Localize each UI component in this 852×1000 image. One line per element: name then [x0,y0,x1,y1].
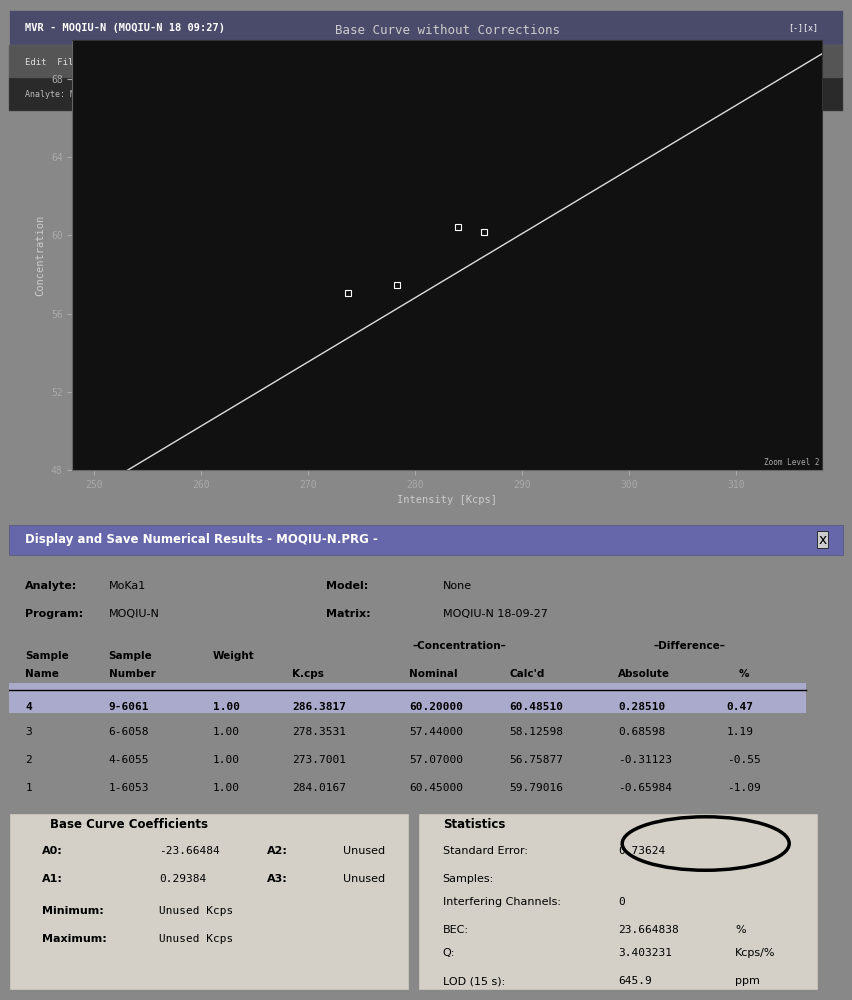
Text: 273.7001: 273.7001 [292,755,347,765]
Text: 1.00: 1.00 [213,755,240,765]
Text: Analyte:: Analyte: [26,581,78,591]
Text: A0:: A0: [42,846,63,856]
Text: Analyte: MoKa1  LOD (15 s): 645.9 ppm  BEC: 23.665 %  Q: 3.403 Kcps/%  SEE: 0.73: Analyte: MoKa1 LOD (15 s): 645.9 ppm BEC… [26,90,435,99]
Text: 242.108 Kcps
50.1607 %: 242.108 Kcps 50.1607 % [694,76,753,95]
Title: Base Curve without Corrections: Base Curve without Corrections [335,24,560,37]
Text: Matrix:: Matrix: [325,609,371,619]
Text: MoKa1: MoKa1 [109,581,146,591]
Text: Calc'd: Calc'd [509,669,545,679]
Text: 60.45000: 60.45000 [409,783,463,793]
Text: 59.79016: 59.79016 [509,783,563,793]
Text: MVR - MOQIU-N (MOQIU-N 18 09:27): MVR - MOQIU-N (MOQIU-N 18 09:27) [26,23,225,33]
Text: Nominal: Nominal [409,669,458,679]
Text: Sample: Sample [26,651,69,661]
Text: None: None [443,581,472,591]
Text: 56.75877: 56.75877 [509,755,563,765]
Text: 2: 2 [26,755,32,765]
FancyBboxPatch shape [9,525,843,555]
Text: Edit  File  Edit  Compute  Results  Print  Options: Edit File Edit Compute Results Print Opt… [26,58,294,67]
Text: %: % [740,669,750,679]
Text: A1:: A1: [42,874,63,884]
Text: Program:: Program: [26,609,83,619]
Text: Display and Save Numerical Results - MOQIU-N.PRG -: Display and Save Numerical Results - MOQ… [26,533,378,546]
FancyBboxPatch shape [9,683,806,713]
Text: 3.403231: 3.403231 [618,948,672,958]
Text: Unused Kcps: Unused Kcps [158,906,233,916]
Text: A3:: A3: [268,874,288,884]
Text: 1.19: 1.19 [727,727,753,737]
X-axis label: Intensity [Kcps]: Intensity [Kcps] [397,495,498,505]
Text: Zoom Level 2: Zoom Level 2 [764,458,820,467]
Text: Maximum:: Maximum: [42,934,106,944]
Text: -1.09: -1.09 [727,783,760,793]
Text: –Difference–: –Difference– [653,641,725,651]
Text: K.cps: K.cps [292,669,325,679]
Text: ppm: ppm [735,976,760,986]
Text: %: % [735,925,746,935]
Text: 57.07000: 57.07000 [409,755,463,765]
Text: MOQIU-N: MOQIU-N [109,609,159,619]
Text: 0.73624: 0.73624 [618,846,665,856]
Text: -0.65984: -0.65984 [618,783,672,793]
Y-axis label: Concentration: Concentration [36,214,45,296]
Text: -0.31123: -0.31123 [618,755,672,765]
Text: 0.29384: 0.29384 [158,874,206,884]
Text: Minimum:: Minimum: [42,906,104,916]
Text: 4-6055: 4-6055 [109,755,149,765]
Text: BEC:: BEC: [443,925,469,935]
Text: 645.9: 645.9 [618,976,652,986]
Text: -0.55: -0.55 [727,755,760,765]
FancyBboxPatch shape [9,45,843,78]
Text: Interfering Channels:: Interfering Channels: [443,897,561,907]
Text: Kcps/%: Kcps/% [735,948,775,958]
FancyBboxPatch shape [9,813,409,990]
Text: 1.00: 1.00 [213,783,240,793]
Text: 0: 0 [618,897,625,907]
FancyBboxPatch shape [9,78,843,111]
Text: 0.28510: 0.28510 [618,702,665,712]
Text: 286.3817: 286.3817 [292,702,347,712]
Text: MOQIU-N 18-09-27: MOQIU-N 18-09-27 [443,609,548,619]
Text: 9-6061: 9-6061 [109,702,149,712]
FancyBboxPatch shape [9,10,843,45]
Text: 278.3531: 278.3531 [292,727,347,737]
Text: Weight: Weight [213,651,255,661]
Text: Samples:: Samples: [443,874,494,884]
Text: 0.47: 0.47 [727,702,753,712]
Text: 60.20000: 60.20000 [409,702,463,712]
Text: A2:: A2: [268,846,288,856]
Text: Number: Number [109,669,155,679]
Text: 1.00: 1.00 [213,727,240,737]
Text: 6-6058: 6-6058 [109,727,149,737]
Text: –Concentration–: –Concentration– [412,641,506,651]
Text: 57.44000: 57.44000 [409,727,463,737]
Text: Sample: Sample [109,651,153,661]
Text: -23.66484: -23.66484 [158,846,220,856]
Text: Statistics: Statistics [443,818,505,831]
Text: 23.664838: 23.664838 [618,925,679,935]
Text: x: x [819,533,826,547]
Text: 1.00: 1.00 [213,702,240,712]
Text: 58.12598: 58.12598 [509,727,563,737]
Text: Base Curve Coefficients: Base Curve Coefficients [50,818,208,831]
Text: 3: 3 [26,727,32,737]
Text: 0.68598: 0.68598 [618,727,665,737]
Text: Unused: Unused [343,874,384,884]
Text: 1-6053: 1-6053 [109,783,149,793]
Text: 284.0167: 284.0167 [292,783,347,793]
Text: [-][x]: [-][x] [788,23,819,32]
Text: Q:: Q: [443,948,455,958]
Text: 1: 1 [26,783,32,793]
Text: Model:: Model: [325,581,368,591]
Text: 60.48510: 60.48510 [509,702,563,712]
Text: LOD (15 s):: LOD (15 s): [443,976,505,986]
Text: Standard Error:: Standard Error: [443,846,527,856]
FancyBboxPatch shape [417,813,819,990]
Text: Absolute: Absolute [618,669,670,679]
Text: Name: Name [26,669,59,679]
Text: Unused Kcps: Unused Kcps [158,934,233,944]
Text: Unused: Unused [343,846,384,856]
Text: 4: 4 [26,702,32,712]
